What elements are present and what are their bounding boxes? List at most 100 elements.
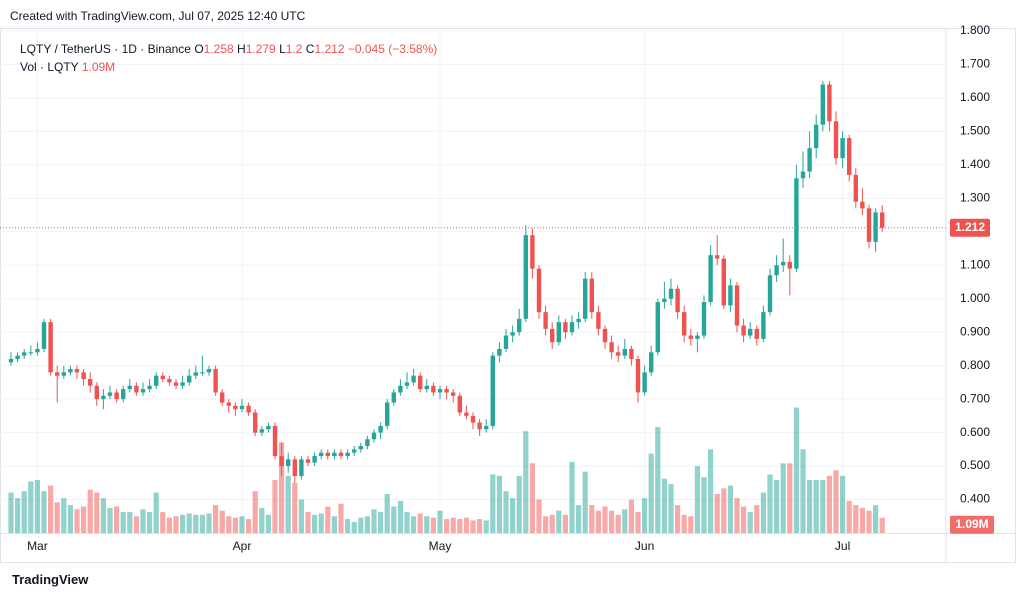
- volume-bar: [226, 516, 232, 533]
- candle-body: [820, 84, 825, 125]
- candle-body: [55, 372, 60, 376]
- volume-bar: [378, 512, 384, 533]
- volume-bar: [774, 480, 780, 533]
- volume-bar: [285, 475, 291, 533]
- candle-body: [602, 328, 608, 343]
- x-tick-label: Apr: [233, 539, 252, 553]
- volume-bar: [701, 477, 707, 533]
- volume-bar: [615, 514, 621, 533]
- candle-body: [510, 332, 515, 336]
- volume-bar: [338, 503, 344, 533]
- candle-body: [213, 369, 218, 393]
- candle-body: [688, 335, 693, 339]
- candle-body: [345, 452, 350, 457]
- volume-bar: [562, 514, 568, 533]
- candle-body: [523, 235, 528, 319]
- volume-bar: [199, 514, 205, 533]
- candle-body: [734, 285, 740, 326]
- volume-bar: [873, 505, 879, 533]
- candle-body: [107, 392, 113, 396]
- candle-body: [649, 352, 654, 373]
- candle-body: [490, 355, 495, 426]
- candle-body: [596, 312, 601, 329]
- volume-bar: [708, 449, 714, 533]
- candle-body: [437, 389, 443, 393]
- y-tick-label: 0.900: [960, 324, 990, 338]
- volume-bar: [279, 442, 285, 533]
- volume-bar: [325, 506, 331, 533]
- candle-body: [239, 405, 245, 410]
- candle-body: [15, 355, 20, 359]
- volume-bar: [67, 505, 73, 533]
- symbol: LQTY / TetherUS · 1D · Binance: [20, 42, 191, 56]
- volume-bar: [186, 513, 192, 533]
- volume-bar: [470, 520, 476, 533]
- change: −0.045 (−3.58%): [347, 42, 438, 56]
- volume-bar: [213, 505, 219, 533]
- volume-bar: [384, 493, 390, 533]
- volume-bar: [780, 463, 786, 533]
- candle-body: [543, 312, 548, 329]
- last-price-label: 1.212: [955, 220, 985, 234]
- volume-row: Vol · LQTY 1.09M: [20, 58, 437, 76]
- y-tick-label: 1.000: [960, 291, 990, 305]
- candle-body: [530, 235, 535, 269]
- candle-body: [22, 352, 27, 356]
- volume-bar: [826, 475, 832, 533]
- volume-bar: [622, 509, 628, 533]
- volume-bar: [351, 521, 357, 533]
- candle-body: [550, 328, 555, 343]
- h-label: H: [237, 42, 246, 56]
- volume-bar: [391, 506, 397, 533]
- volume-bar: [675, 505, 681, 533]
- candle-body: [173, 382, 179, 386]
- volume-bar: [15, 498, 21, 533]
- l-value: 1.2: [285, 42, 303, 56]
- candle-body: [404, 382, 410, 386]
- candle-body: [398, 385, 403, 393]
- candle-body: [134, 385, 139, 393]
- candle-body: [503, 335, 509, 349]
- volume-bar: [516, 475, 522, 533]
- y-tick-label: 1.700: [960, 57, 990, 71]
- volume-bar: [318, 513, 324, 533]
- volume-bar: [477, 519, 483, 533]
- volume-bar: [252, 491, 258, 533]
- volume-bar: [166, 517, 172, 533]
- candle-body: [484, 425, 489, 430]
- candle-body: [325, 452, 330, 457]
- volume-bar: [298, 499, 304, 533]
- volume-bar: [503, 491, 509, 533]
- volume-bar: [312, 514, 318, 533]
- last-price-tag: [950, 218, 990, 237]
- candle-body: [81, 372, 86, 380]
- volume-bar: [430, 517, 436, 533]
- candle-body: [873, 212, 878, 242]
- volume-bar: [28, 481, 34, 533]
- candle-body: [74, 369, 80, 373]
- legend: LQTY / TetherUS · 1D · Binance O1.258 H1…: [20, 40, 437, 76]
- volume-bar: [813, 480, 819, 533]
- candle-body: [609, 342, 614, 353]
- candle-body: [748, 328, 753, 336]
- volume-bar: [688, 516, 694, 533]
- candle-body: [391, 392, 396, 403]
- volume-bar: [846, 500, 852, 533]
- volume-title: Vol · LQTY: [20, 60, 79, 74]
- candle-body: [517, 318, 522, 333]
- candle-body: [127, 385, 132, 390]
- candle-body: [187, 375, 192, 383]
- candle-body: [286, 459, 291, 467]
- x-tick-label: Jun: [635, 539, 654, 553]
- candle-body: [48, 322, 53, 373]
- volume-bar: [463, 517, 469, 533]
- candle-body: [253, 412, 258, 433]
- candle-body: [28, 352, 33, 354]
- candle-body: [101, 395, 106, 400]
- candle-body: [193, 372, 198, 376]
- candle-body: [272, 425, 278, 457]
- volume-bar: [767, 474, 773, 533]
- candle-body: [338, 452, 344, 457]
- l-label: L: [279, 42, 286, 56]
